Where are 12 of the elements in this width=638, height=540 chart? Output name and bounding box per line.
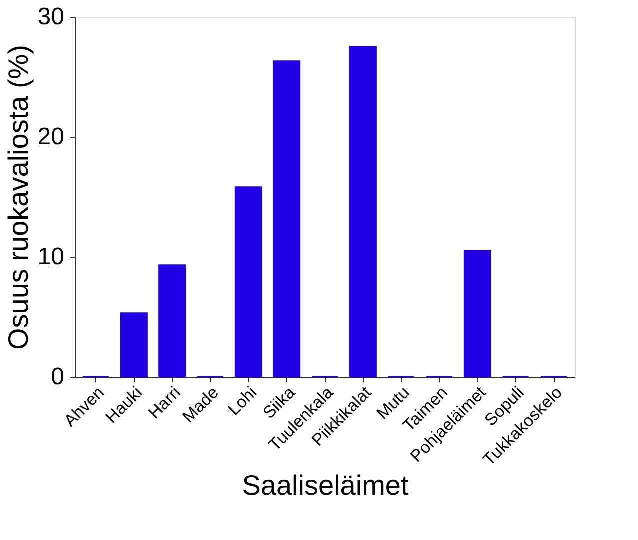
- bar: [158, 264, 186, 378]
- y-axis-title: Osuus ruokavaliosta (%): [2, 44, 34, 350]
- y-tick-label: 0: [51, 364, 64, 390]
- y-tick-label: 30: [38, 4, 64, 30]
- y-tick-label: 10: [38, 244, 64, 270]
- bar: [349, 46, 377, 378]
- bar: [234, 186, 262, 378]
- y-tick-label: 20: [38, 124, 64, 150]
- bar: [273, 60, 301, 378]
- x-axis-title: Saaliseläimet: [242, 470, 409, 501]
- bar: [464, 250, 492, 378]
- bar: [120, 312, 148, 378]
